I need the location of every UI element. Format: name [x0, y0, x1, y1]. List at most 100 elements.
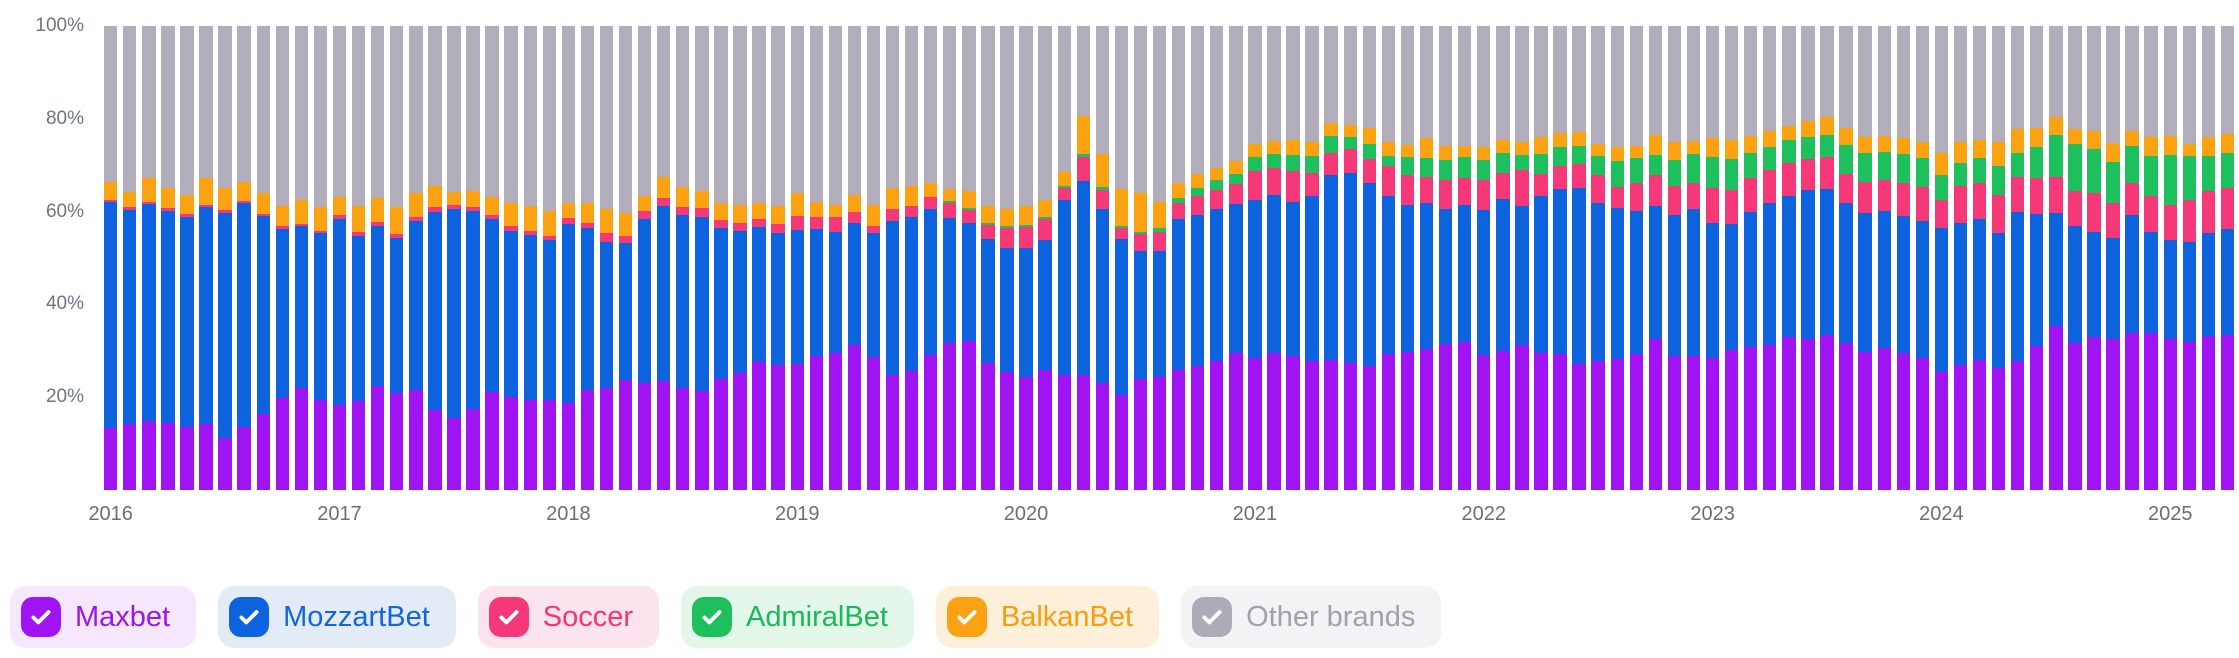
bar-2023-02[interactable] — [1724, 26, 1739, 490]
bar-2016-06[interactable] — [199, 26, 213, 490]
bar-2023-12[interactable] — [1915, 26, 1930, 490]
bar-2018-03[interactable] — [599, 26, 614, 490]
bar-2020-01[interactable] — [1019, 26, 1033, 490]
bar-2023-09[interactable] — [1858, 26, 1872, 490]
bar-2017-02[interactable] — [351, 26, 366, 490]
bar-2022-05[interactable] — [1553, 26, 1567, 490]
bar-2020-05[interactable] — [1095, 26, 1110, 490]
legend-toggle-balkanbet[interactable]: BalkanBet — [935, 586, 1160, 648]
bar-2016-10[interactable] — [275, 26, 290, 490]
bar-2022-10[interactable] — [1648, 26, 1663, 490]
bar-2023-07[interactable] — [1820, 26, 1834, 490]
bar-2024-08[interactable] — [2068, 26, 2082, 490]
bar-2024-06[interactable] — [2030, 26, 2044, 490]
bar-2023-04[interactable] — [1763, 26, 1777, 490]
bar-2017-08[interactable] — [466, 26, 480, 490]
bar-2024-02[interactable] — [1953, 26, 1968, 490]
bar-2024-12[interactable] — [2144, 26, 2158, 490]
bar-2017-09[interactable] — [485, 26, 499, 490]
bar-2018-04[interactable] — [618, 26, 633, 490]
bar-2020-10[interactable] — [1190, 26, 1205, 490]
bar-2021-04[interactable] — [1305, 26, 1319, 490]
bar-2018-11[interactable] — [752, 26, 766, 490]
bar-2022-08[interactable] — [1610, 26, 1624, 490]
bar-2018-12[interactable] — [771, 26, 785, 490]
bar-2023-06[interactable] — [1801, 26, 1815, 490]
bar-2023-01[interactable] — [1705, 26, 1720, 490]
bar-2016-07[interactable] — [218, 26, 232, 490]
bar-2023-03[interactable] — [1744, 26, 1758, 490]
bar-2017-05[interactable] — [409, 26, 423, 490]
bar-2016-05[interactable] — [180, 26, 194, 490]
bar-2024-03[interactable] — [1972, 26, 1987, 490]
bar-2024-09[interactable] — [2087, 26, 2101, 490]
bar-2020-04[interactable] — [1076, 26, 1090, 490]
bar-2018-01[interactable] — [561, 26, 576, 490]
bar-2016-04[interactable] — [161, 26, 175, 490]
bar-2018-02[interactable] — [580, 26, 595, 490]
bar-2018-09[interactable] — [714, 26, 728, 490]
legend-toggle-maxbet[interactable]: Maxbet — [10, 586, 197, 648]
bar-2017-11[interactable] — [523, 26, 537, 490]
legend-toggle-mozzartbet[interactable]: MozzartBet — [218, 586, 456, 648]
bar-2020-09[interactable] — [1171, 26, 1186, 490]
legend-toggle-other-brands[interactable]: Other brands — [1181, 586, 1442, 648]
bar-2019-08[interactable] — [924, 26, 938, 490]
bar-2025-02[interactable] — [2182, 26, 2197, 490]
bar-2024-10[interactable] — [2106, 26, 2120, 490]
bar-2021-03[interactable] — [1286, 26, 1300, 490]
bar-2021-02[interactable] — [1267, 26, 1281, 490]
bar-2017-06[interactable] — [428, 26, 442, 490]
bar-2020-08[interactable] — [1152, 26, 1167, 490]
bar-2025-04[interactable] — [2220, 26, 2235, 490]
bar-2017-03[interactable] — [370, 26, 385, 490]
bar-2016-08[interactable] — [237, 26, 251, 490]
bar-2020-03[interactable] — [1057, 26, 1071, 490]
bar-2022-04[interactable] — [1534, 26, 1548, 490]
bar-2024-04[interactable] — [1991, 26, 2006, 490]
bar-2020-02[interactable] — [1038, 26, 1052, 490]
bar-2022-06[interactable] — [1572, 26, 1586, 490]
bar-2023-08[interactable] — [1839, 26, 1853, 490]
bar-2016-02[interactable] — [123, 26, 137, 490]
bar-2025-03[interactable] — [2201, 26, 2216, 490]
bar-2022-09[interactable] — [1629, 26, 1643, 490]
bar-2021-01[interactable] — [1248, 26, 1262, 490]
bar-2021-09[interactable] — [1400, 26, 1415, 490]
bar-2016-03[interactable] — [142, 26, 156, 490]
bar-2023-10[interactable] — [1877, 26, 1891, 490]
bar-2018-08[interactable] — [695, 26, 709, 490]
bar-2017-07[interactable] — [447, 26, 461, 490]
bar-2019-09[interactable] — [943, 26, 957, 490]
bar-2019-06[interactable] — [885, 26, 900, 490]
bar-2022-01[interactable] — [1477, 26, 1491, 490]
bar-2017-12[interactable] — [542, 26, 556, 490]
bar-2017-01[interactable] — [332, 26, 347, 490]
bar-2019-01[interactable] — [790, 26, 804, 490]
bar-2019-04[interactable] — [847, 26, 862, 490]
legend-toggle-admiralbet[interactable]: AdmiralBet — [681, 586, 914, 648]
bar-2021-08[interactable] — [1381, 26, 1396, 490]
bar-2024-07[interactable] — [2049, 26, 2063, 490]
bar-2021-06[interactable] — [1343, 26, 1357, 490]
bar-2019-10[interactable] — [962, 26, 976, 490]
bar-2021-12[interactable] — [1457, 26, 1472, 490]
bar-2018-10[interactable] — [733, 26, 747, 490]
bar-2019-02[interactable] — [809, 26, 823, 490]
bar-2024-05[interactable] — [2011, 26, 2025, 490]
bar-2025-01[interactable] — [2163, 26, 2177, 490]
bar-2018-05[interactable] — [637, 26, 652, 490]
bar-2021-10[interactable] — [1419, 26, 1434, 490]
bar-2021-11[interactable] — [1438, 26, 1453, 490]
bar-2023-11[interactable] — [1896, 26, 1910, 490]
bar-2017-04[interactable] — [390, 26, 404, 490]
bar-2018-07[interactable] — [676, 26, 690, 490]
bar-2019-12[interactable] — [1000, 26, 1014, 490]
bar-2017-10[interactable] — [504, 26, 518, 490]
bar-2020-12[interactable] — [1229, 26, 1243, 490]
bar-2016-01[interactable] — [104, 26, 118, 490]
bar-2024-11[interactable] — [2125, 26, 2139, 490]
bar-2019-05[interactable] — [866, 26, 881, 490]
bar-2022-03[interactable] — [1515, 26, 1529, 490]
bar-2021-05[interactable] — [1324, 26, 1338, 490]
